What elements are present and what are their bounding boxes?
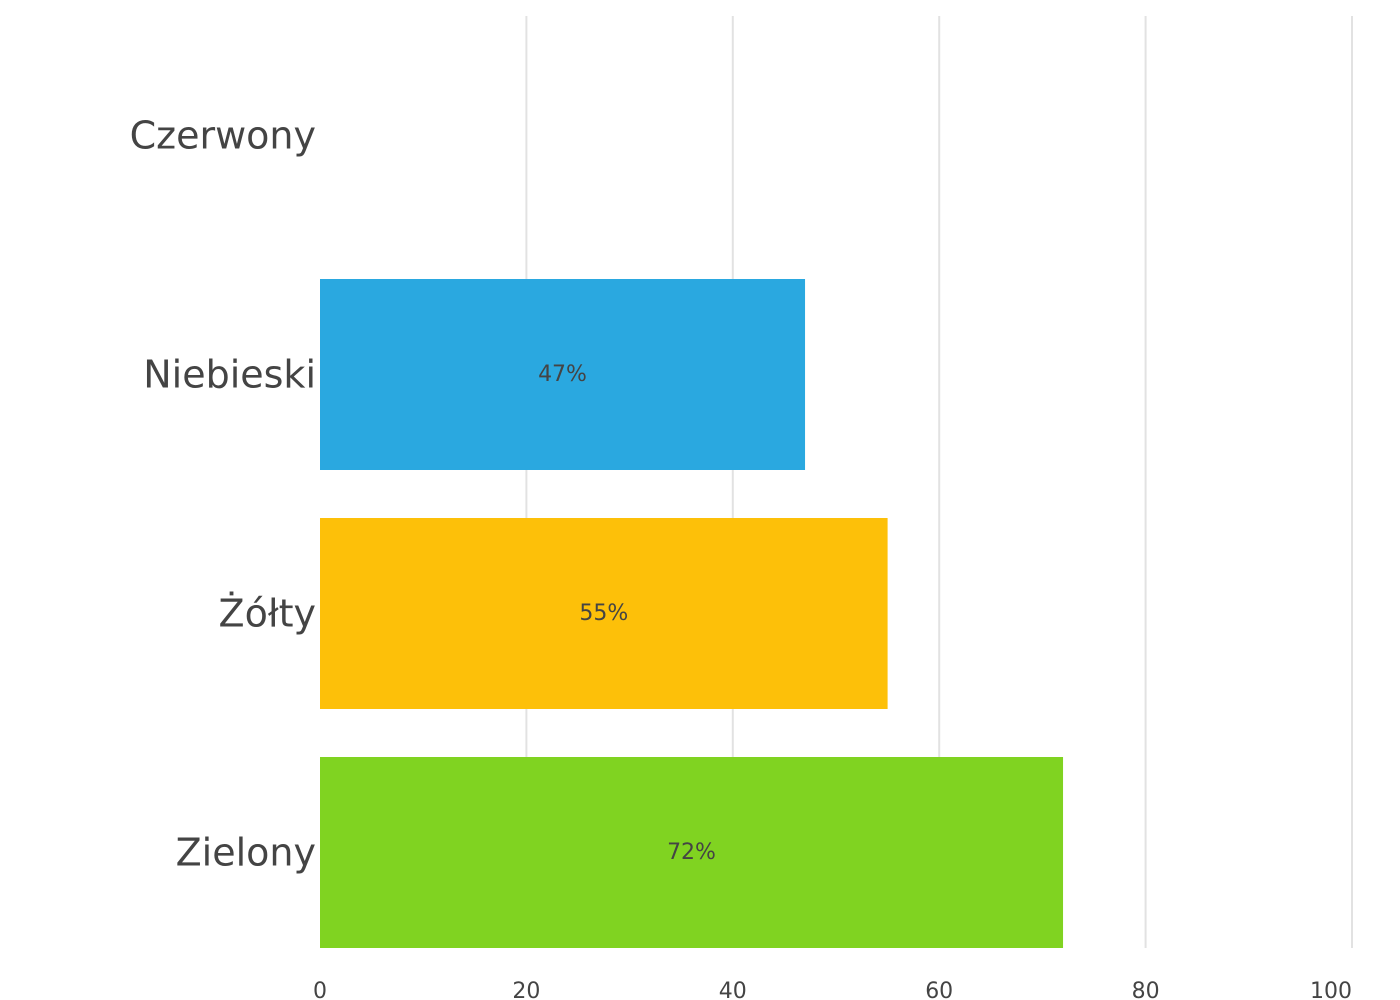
data-label-4: 72% [667, 840, 716, 865]
x-tick-label-80: 80 [1132, 979, 1160, 1000]
x-tick-label-100: 100 [1310, 979, 1352, 1000]
category-label-1: Czerwony [130, 114, 316, 158]
category-label-2: Niebieski [143, 353, 316, 397]
data-labels: 47% 55% 72% [538, 362, 716, 865]
x-tick-label-60: 60 [925, 979, 953, 1000]
x-axis-ticks: 0 20 40 60 80 100 [313, 979, 1352, 1000]
bar-2 [320, 279, 806, 470]
category-label-3: Żółty [219, 592, 316, 636]
category-label-4: Zielony [176, 831, 316, 875]
x-tick-label-40: 40 [719, 979, 747, 1000]
bar-3 [320, 518, 888, 709]
data-label-3: 55% [579, 601, 628, 626]
data-label-2: 47% [538, 362, 587, 387]
bar-4 [320, 757, 1064, 948]
bars [320, 279, 1064, 948]
x-tick-label-20: 20 [512, 979, 540, 1000]
category-labels: Czerwony Niebieski Żółty Zielony [130, 114, 316, 875]
x-tick-label-0: 0 [313, 979, 327, 1000]
